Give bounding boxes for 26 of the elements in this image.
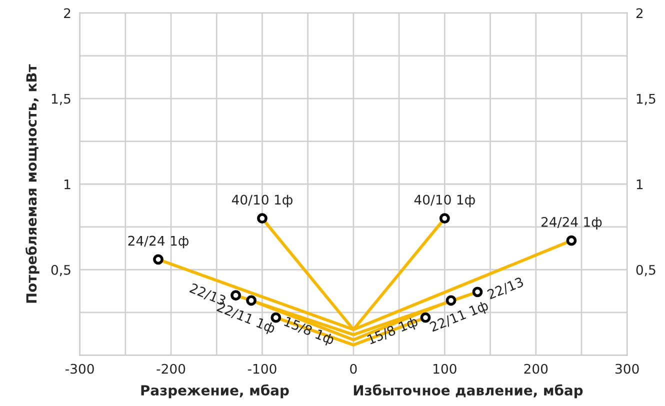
x-tick-label: -300 <box>65 364 94 374</box>
text: 15/8 1ф <box>284 316 336 348</box>
series-label: 40/10 1ф <box>232 194 292 208</box>
text: 15/8 1ф <box>366 316 420 347</box>
y-tick-label: 0,5 <box>51 264 70 276</box>
y2-tick-label: 1 <box>636 180 643 190</box>
x-tick-label: 200 <box>524 364 548 374</box>
text: 22/13 <box>486 276 524 300</box>
text: 22/11 1ф <box>429 300 490 334</box>
y-tick-label: 1,5 <box>52 94 70 106</box>
y2-tick-label: 0,5 <box>636 264 656 276</box>
x-tick-label: -100 <box>248 364 276 374</box>
series-label: 24/24 1ф <box>128 236 188 248</box>
y2-tick-label: 2 <box>636 8 642 18</box>
text: 40/10 1ф <box>414 194 475 208</box>
x-tick-label: 100 <box>434 364 456 374</box>
y2-tick-label: 1,5 <box>636 94 656 106</box>
y-axis-title: Потребляемая мощность, кВт <box>25 64 40 303</box>
x-axis-title: Разрежение, мбар <box>141 384 289 398</box>
x-tick-label: 0 <box>350 364 357 374</box>
y-tick-label: 1 <box>64 180 70 190</box>
text: Избыточное давление, мбар <box>354 384 583 398</box>
x-tick-label: -200 <box>156 364 186 374</box>
y-tick-label: 2 <box>64 8 70 18</box>
x-tick-label: 300 <box>616 364 639 374</box>
text: 24/24 1ф <box>541 216 602 230</box>
